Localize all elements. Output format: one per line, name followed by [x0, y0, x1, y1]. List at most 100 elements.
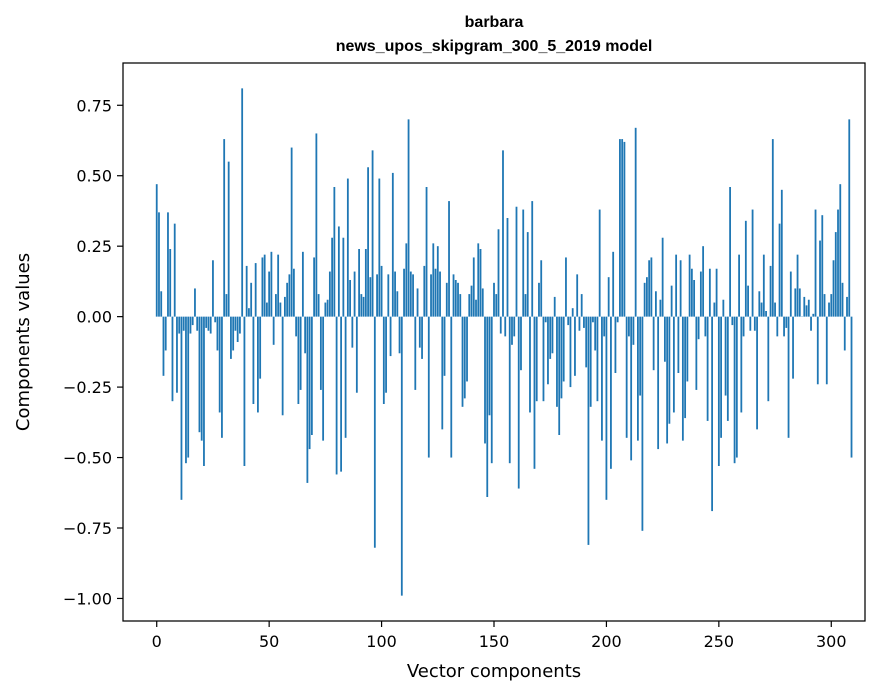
bar-47: [261, 257, 264, 317]
bar-87: [351, 316, 354, 348]
bar-176: [551, 316, 554, 354]
bar-175: [549, 316, 552, 359]
bar-99: [378, 178, 381, 317]
bar-254: [726, 316, 729, 421]
bar-281: [787, 316, 790, 438]
bar-194: [592, 316, 594, 323]
bar-92: [362, 296, 365, 317]
bar-95: [369, 277, 372, 317]
bar-111: [405, 243, 408, 317]
bar-71: [315, 133, 318, 317]
bar-205: [616, 316, 619, 323]
bar-289: [805, 305, 808, 317]
bar-229: [670, 285, 673, 317]
bar-155: [504, 316, 507, 337]
bar-24: [209, 316, 212, 334]
bar-284: [794, 288, 797, 317]
bar-107: [396, 291, 399, 317]
bar-146: [484, 316, 486, 444]
bar-278: [780, 189, 783, 317]
bar-290: [807, 299, 810, 317]
bar-165: [526, 232, 529, 317]
bar-195: [594, 316, 597, 351]
bar-235: [684, 316, 687, 419]
bar-169: [535, 316, 538, 402]
bar-67: [306, 316, 309, 483]
bar-68: [308, 316, 311, 450]
bar-240: [695, 316, 698, 390]
bar-139: [468, 294, 471, 317]
bar-114: [412, 274, 414, 317]
bar-202: [610, 316, 612, 469]
bar-20: [200, 316, 203, 441]
bar-57: [283, 296, 286, 317]
bar-263: [747, 285, 749, 317]
bar-219: [648, 260, 651, 317]
bar-197: [598, 209, 601, 317]
bar-30: [223, 139, 226, 317]
chart-subtitle: news_upos_skipgram_300_5_2019 model: [336, 38, 653, 55]
x-tick-label: 150: [479, 632, 510, 651]
bar-172: [542, 316, 545, 402]
bar-193: [589, 316, 592, 407]
bar-208: [623, 141, 626, 317]
x-tick-label: 0: [152, 632, 162, 651]
bar-198: [601, 316, 603, 441]
bar-33: [230, 316, 232, 359]
bar-211: [630, 316, 633, 461]
bar-48: [263, 254, 266, 317]
bar-118: [421, 316, 423, 359]
bar-179: [558, 316, 561, 435]
bar-262: [744, 220, 747, 317]
y-axis-label: Components values: [13, 253, 34, 431]
bar-100: [380, 265, 383, 317]
bar-36: [236, 316, 239, 342]
bar-122: [430, 274, 432, 317]
bar-234: [681, 316, 684, 441]
bar-104: [389, 316, 392, 357]
x-tick-label: 250: [704, 632, 735, 651]
bar-41: [248, 308, 250, 317]
bar-7: [171, 316, 174, 402]
bar-307: [846, 296, 848, 317]
bar-214: [637, 316, 639, 441]
bar-180: [560, 316, 563, 399]
bar-297: [823, 294, 826, 317]
x-axis-label: Vector components: [407, 661, 581, 682]
bar-5: [167, 212, 169, 317]
bar-117: [418, 316, 421, 348]
bar-215: [639, 316, 642, 396]
bar-124: [434, 268, 437, 317]
bar-131: [450, 316, 453, 458]
bar-268: [758, 291, 761, 317]
bar-31: [225, 294, 228, 317]
bar-69: [310, 316, 313, 435]
bar-207: [621, 139, 624, 317]
plot-frame: [122, 62, 866, 622]
bar-158: [511, 316, 513, 345]
bar-106: [394, 271, 396, 317]
bar-17: [194, 288, 196, 317]
bar-91: [360, 294, 363, 317]
bar-265: [751, 209, 754, 317]
bar-115: [414, 316, 417, 390]
bar-152: [497, 229, 500, 317]
bar-15: [189, 316, 192, 334]
bar-9: [176, 316, 178, 393]
bar-54: [277, 254, 280, 317]
bar-213: [634, 127, 637, 317]
bar-288: [803, 296, 806, 317]
bar-252: [722, 299, 725, 317]
bar-243: [702, 246, 705, 317]
bar-160: [515, 206, 518, 317]
bar-105: [391, 172, 394, 317]
bar-64: [299, 316, 302, 390]
bar-97: [373, 316, 376, 548]
bar-286: [798, 288, 801, 317]
bar-75: [324, 302, 327, 317]
bar-136: [461, 316, 464, 407]
bar-49: [266, 302, 268, 317]
bar-239: [693, 280, 696, 317]
bar-1: [158, 212, 160, 317]
bar-156: [506, 218, 509, 317]
